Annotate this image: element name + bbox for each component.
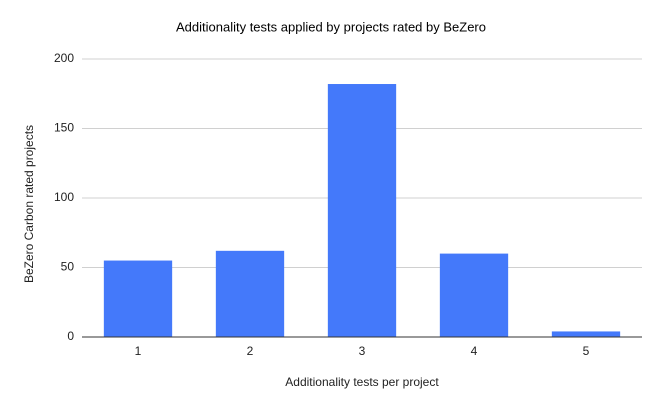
y-tick-label: 50 (61, 260, 75, 274)
y-axis-label: BeZero Carbon rated projects (22, 125, 36, 283)
y-tick-label: 0 (67, 329, 74, 343)
y-tick-label: 100 (54, 190, 74, 204)
bar (439, 253, 509, 337)
x-tick-label: 1 (135, 344, 142, 358)
x-axis-label: Additionality tests per project (285, 375, 439, 389)
x-tick-label: 5 (583, 344, 590, 358)
y-tick-label: 150 (54, 121, 74, 135)
bar (103, 260, 173, 337)
x-tick-label: 3 (359, 344, 366, 358)
bar (215, 250, 285, 337)
bar (327, 84, 397, 338)
y-tick-label: 200 (54, 51, 74, 65)
x-tick-label: 2 (247, 344, 254, 358)
x-tick-label: 4 (471, 344, 478, 358)
chart-title: Additionality tests applied by projects … (176, 19, 486, 34)
bar (551, 331, 621, 337)
